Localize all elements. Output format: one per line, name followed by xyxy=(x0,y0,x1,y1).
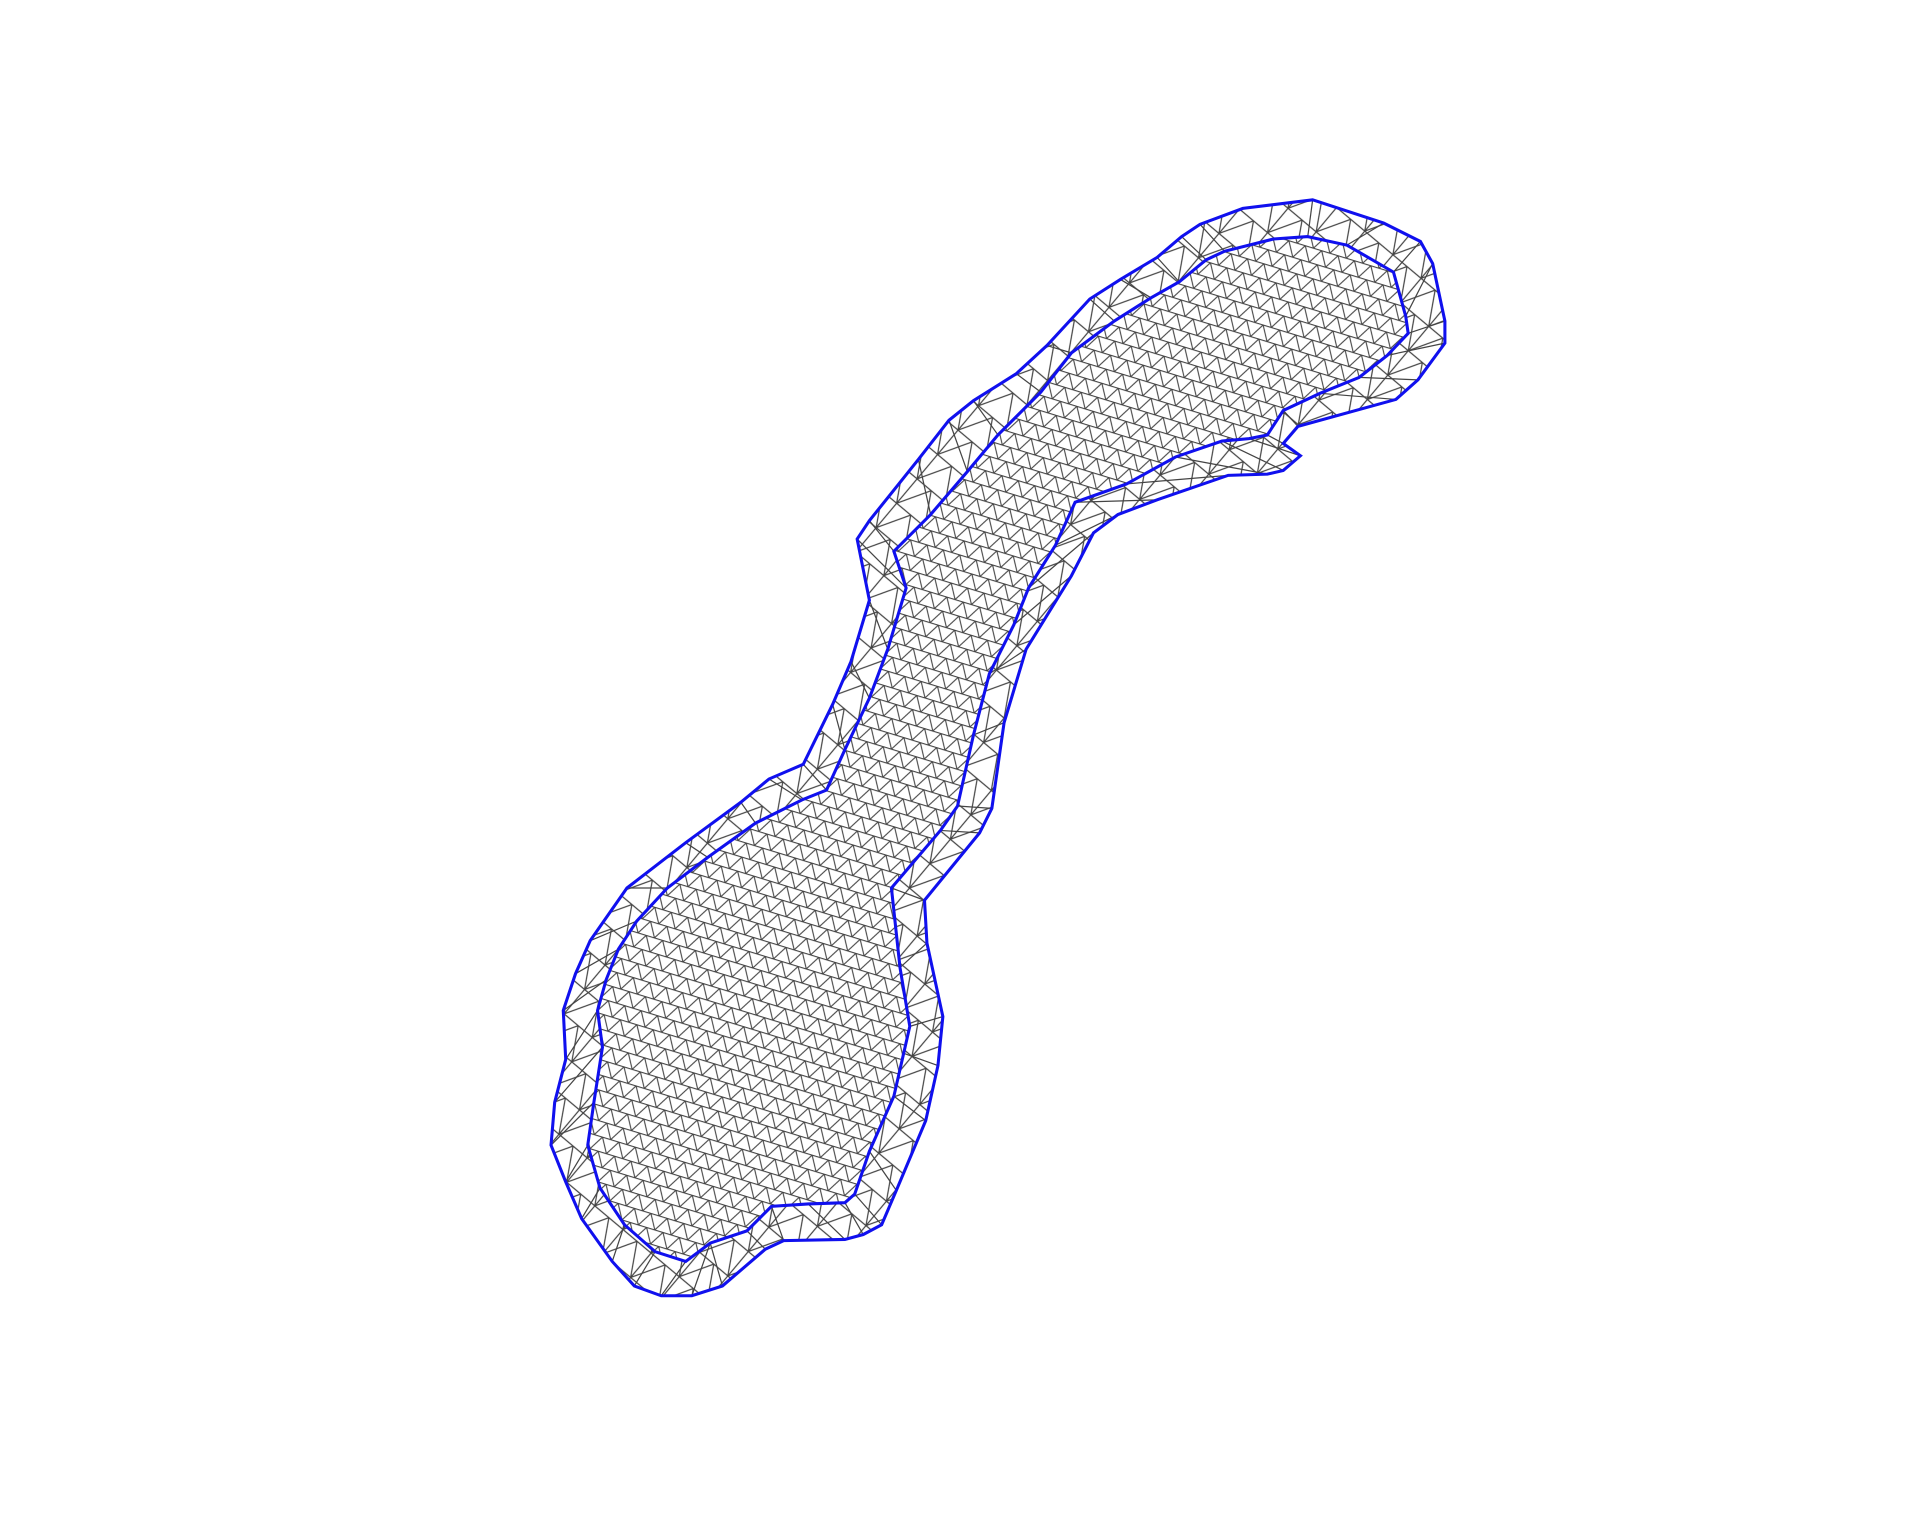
inner-boundary xyxy=(586,235,1410,1264)
mesh-edge xyxy=(660,1261,687,1297)
mesh-edge xyxy=(1267,434,1284,445)
mesh-edge xyxy=(1013,575,1072,626)
mesh-edge xyxy=(973,722,1005,736)
mesh-edge xyxy=(807,1203,846,1240)
mesh-edge xyxy=(770,1206,785,1241)
mesh-edge xyxy=(1405,263,1434,317)
mesh-edge xyxy=(1307,199,1314,237)
mesh-edge xyxy=(899,942,928,969)
mesh-edge xyxy=(562,979,607,1011)
mesh-edge xyxy=(948,420,968,472)
mesh-edge xyxy=(868,600,889,650)
mesh-edge xyxy=(550,1101,595,1146)
mesh-edge xyxy=(685,842,709,858)
outer-boundary xyxy=(549,198,1447,1298)
mesh-edge xyxy=(565,1010,599,1060)
mesh-edge xyxy=(909,1015,944,1027)
mesh-edge xyxy=(1387,342,1446,356)
mesh-edge xyxy=(1181,236,1207,261)
mesh-edge xyxy=(856,538,907,589)
mesh-edge xyxy=(1055,513,1119,546)
mesh-edge xyxy=(1359,376,1418,381)
mesh-edge xyxy=(589,920,637,942)
mesh-edge xyxy=(1126,474,1229,485)
mesh-edge xyxy=(1028,532,1094,589)
mesh-edge xyxy=(802,763,827,791)
mesh-edge xyxy=(1248,438,1301,457)
mesh-edge xyxy=(1319,392,1396,401)
mesh-edge xyxy=(709,1242,724,1287)
mesh-edge xyxy=(868,520,895,552)
mesh-edge xyxy=(1393,241,1421,273)
mesh-edge xyxy=(1156,256,1180,283)
mesh-edge xyxy=(611,1224,626,1262)
mesh-edge xyxy=(1075,499,1158,503)
mesh-edge xyxy=(581,1187,601,1219)
mesh-edge xyxy=(917,459,932,515)
mesh-edge xyxy=(832,704,846,750)
mesh-edge xyxy=(633,1251,656,1287)
mesh-edge xyxy=(1346,222,1384,246)
mesh-edge xyxy=(1089,298,1115,322)
mesh-edge xyxy=(768,778,803,801)
mesh-edge xyxy=(1015,373,1042,393)
mesh-edge xyxy=(740,801,757,824)
mesh-edge xyxy=(1199,223,1225,252)
mesh-edge xyxy=(850,661,870,699)
mesh-edge xyxy=(575,948,619,975)
mesh-edge xyxy=(940,829,980,834)
mesh-edge xyxy=(844,1202,864,1235)
mesh-edge xyxy=(891,887,925,901)
mesh-edge xyxy=(854,1193,883,1226)
mesh-edge xyxy=(868,1150,897,1191)
inner-mesh xyxy=(587,236,1409,1262)
mesh-edge xyxy=(893,1095,927,1122)
mesh-edge xyxy=(1120,278,1152,299)
mesh-edge xyxy=(1221,440,1284,472)
mesh-edge xyxy=(565,1144,589,1183)
mesh-edge xyxy=(1046,344,1072,354)
mesh-edge xyxy=(554,1046,603,1103)
mesh-edge xyxy=(1175,456,1268,475)
mesh-edge xyxy=(746,1230,766,1250)
mesh-edge xyxy=(1282,410,1299,427)
mesh-edge xyxy=(903,1052,939,1067)
mesh-edge xyxy=(957,805,992,810)
mesh-edge xyxy=(691,1242,711,1296)
mesh-edge xyxy=(989,648,1027,675)
mesh xyxy=(549,198,1447,1298)
mesh-edge xyxy=(972,400,999,436)
mesh-edge xyxy=(1407,320,1446,334)
